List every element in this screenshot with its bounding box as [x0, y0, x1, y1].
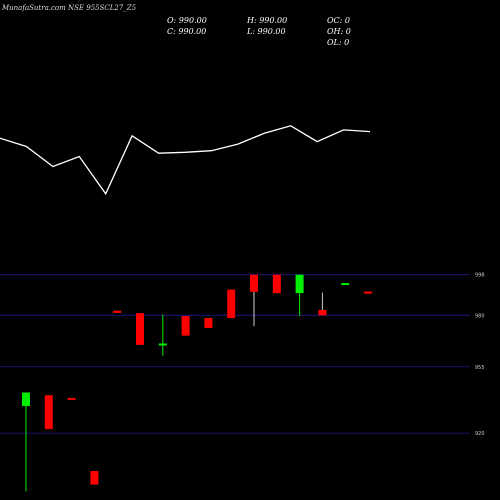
y-tick-label: 920: [475, 431, 485, 437]
candle-body: [22, 392, 30, 407]
candle-body: [272, 274, 281, 294]
y-tick-label: 998: [475, 273, 485, 279]
candle: [295, 274, 304, 316]
candle: [204, 318, 213, 329]
candle-body: [318, 309, 327, 316]
candle: [113, 310, 122, 313]
candle-body: [44, 395, 53, 430]
candle: [90, 471, 99, 485]
candle: [364, 291, 372, 294]
candle-body: [90, 471, 99, 485]
candle: [67, 397, 76, 400]
close-value: C: 990.00: [167, 27, 207, 36]
candle: [341, 283, 350, 286]
y-tick-label: 955: [475, 365, 485, 371]
low-value: L: 990.00: [247, 27, 286, 36]
candle-body: [295, 274, 304, 294]
candle: [272, 274, 281, 294]
high-value: H: 990.00: [247, 16, 288, 25]
oh-value: OH: 0: [327, 27, 351, 36]
candle-body: [136, 313, 144, 345]
candle-body: [364, 291, 372, 294]
candle-body: [158, 343, 167, 346]
chart-title: MunafaSutra.com NSE 955SCL27_Z5: [2, 4, 137, 12]
ol-value: OL: 0: [327, 38, 350, 47]
candle-body: [341, 283, 350, 286]
open-value: O: 990.00: [167, 16, 207, 25]
price-line: [0, 125, 371, 196]
candle-body: [67, 397, 76, 400]
candle-body: [250, 274, 258, 292]
y-tick-labels: 998 980 955 920: [475, 273, 485, 437]
line-chart: [0, 125, 371, 196]
candlestick-chart: [22, 274, 372, 492]
candle: [158, 314, 167, 356]
candle: [44, 395, 53, 430]
candle: [22, 392, 30, 492]
candle-body: [227, 289, 236, 319]
candle: [227, 289, 236, 319]
y-tick-label: 980: [475, 313, 485, 319]
candle: [250, 274, 258, 327]
oc-value: OC: 0: [327, 16, 351, 25]
candle: [181, 316, 190, 336]
grid-lines: [0, 274, 470, 434]
candle-body: [204, 318, 213, 329]
candle: [136, 313, 144, 345]
candle-body: [181, 316, 190, 336]
candle: [318, 292, 327, 316]
candle-body: [113, 310, 122, 313]
